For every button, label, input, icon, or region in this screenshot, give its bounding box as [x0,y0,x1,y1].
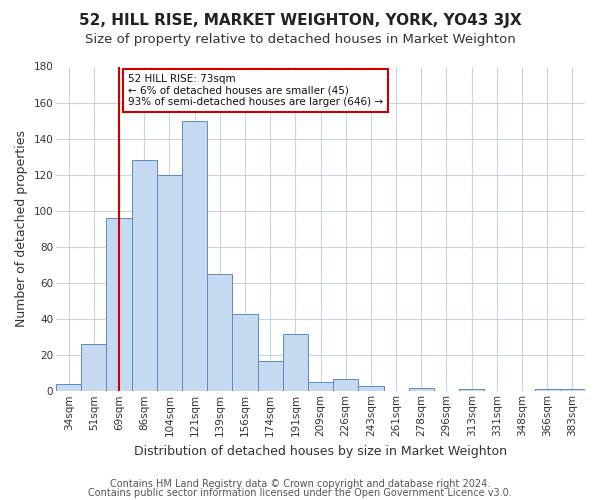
Text: Contains HM Land Registry data © Crown copyright and database right 2024.: Contains HM Land Registry data © Crown c… [110,479,490,489]
Bar [308,382,333,392]
Bar [358,386,383,392]
Bar [459,390,484,392]
Bar [182,120,207,392]
Text: Contains public sector information licensed under the Open Government Licence v3: Contains public sector information licen… [88,488,512,498]
Text: Size of property relative to detached houses in Market Weighton: Size of property relative to detached ho… [85,32,515,46]
Bar [560,390,585,392]
Bar [232,314,257,392]
Bar [333,378,358,392]
Bar [535,390,560,392]
Text: 52 HILL RISE: 73sqm
← 6% of detached houses are smaller (45)
93% of semi-detache: 52 HILL RISE: 73sqm ← 6% of detached hou… [128,74,383,107]
Bar [106,218,131,392]
Bar [131,160,157,392]
Bar [257,360,283,392]
Y-axis label: Number of detached properties: Number of detached properties [15,130,28,328]
Bar [207,274,232,392]
Bar [409,388,434,392]
Bar [283,334,308,392]
X-axis label: Distribution of detached houses by size in Market Weighton: Distribution of detached houses by size … [134,444,507,458]
Text: 52, HILL RISE, MARKET WEIGHTON, YORK, YO43 3JX: 52, HILL RISE, MARKET WEIGHTON, YORK, YO… [79,12,521,28]
Bar [56,384,81,392]
Bar [157,175,182,392]
Bar [81,344,106,392]
